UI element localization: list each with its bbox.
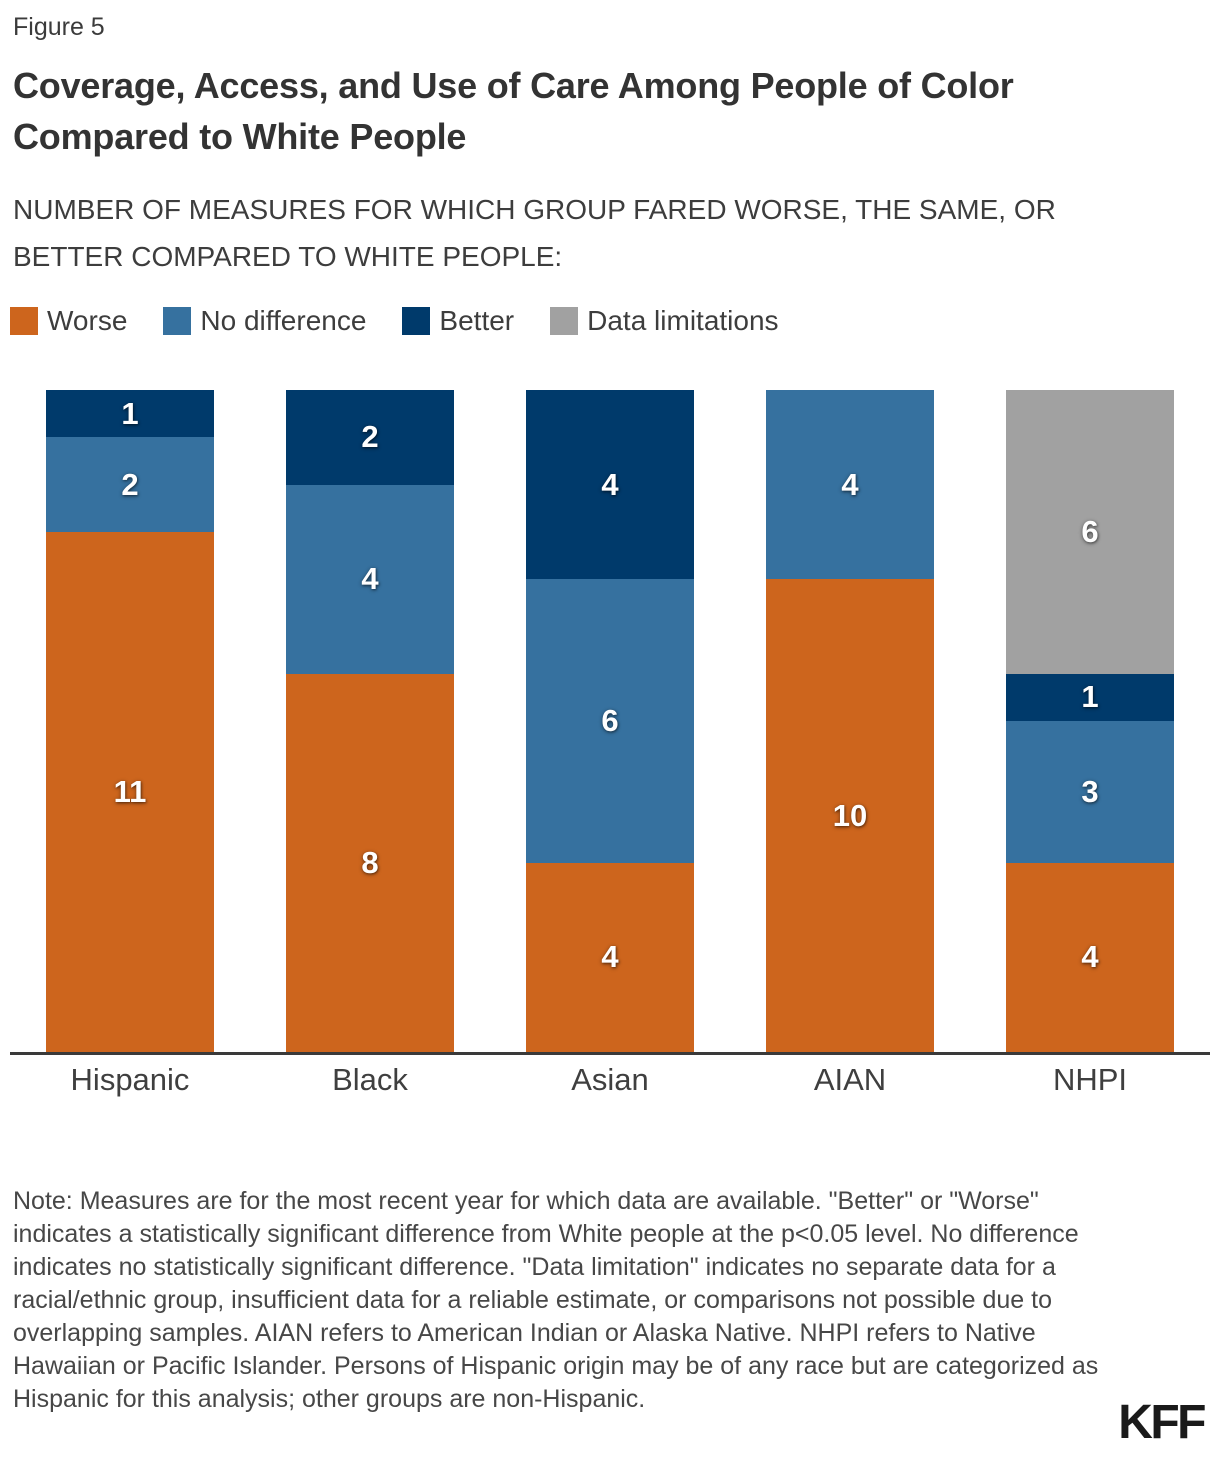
segment-no-difference: 2 [46, 437, 214, 532]
figure-label: Figure 5 [13, 13, 105, 41]
stacked-bar-hispanic: 1 2 11 [46, 390, 214, 1052]
note-text: Note: Measures are for the most recent y… [13, 1187, 1099, 1413]
legend-label: Worse [47, 305, 128, 336]
legend-label: Better [439, 305, 515, 336]
segment-worse: 10 [766, 579, 934, 1052]
stacked-bar-chart: 1 2 11 2 4 8 4 6 4 4 10 6 1 3 4 [10, 390, 1210, 1055]
segment-no-difference: 6 [526, 579, 694, 863]
segment-worse: 4 [526, 862, 694, 1052]
legend-swatch-no_difference [163, 307, 192, 335]
segment-worse: 8 [286, 673, 454, 1052]
legend-item-no_difference: No difference [163, 305, 366, 337]
legend-item-data_limitations: Data limitations [550, 305, 779, 337]
segment-better: 1 [46, 390, 214, 438]
segment-data-limitations: 6 [1006, 390, 1174, 674]
bar-column-aian: 4 10 [730, 390, 970, 1052]
page-title: Coverage, Access, and Use of Care Among … [13, 65, 1014, 157]
category-label-nhpi: NHPI [1052, 1062, 1128, 1097]
segment-better: 4 [526, 390, 694, 580]
segment-no-difference: 3 [1006, 720, 1174, 863]
category-label-aian: AIAN [813, 1062, 887, 1097]
legend-label: No difference [200, 305, 367, 336]
segment-worse: 4 [1006, 862, 1174, 1052]
segment-no-difference: 4 [766, 390, 934, 580]
category-label-black: Black [332, 1062, 408, 1097]
stacked-bar-aian: 4 10 [766, 390, 934, 1052]
category-label-asian: Asian [571, 1062, 649, 1097]
chart-subtitle: NUMBER OF MEASURES FOR WHICH GROUP FARED… [13, 194, 1056, 272]
segment-better: 2 [286, 390, 454, 485]
legend-swatch-better [402, 307, 431, 335]
legend-swatch-worse [10, 307, 38, 335]
legend-item-better: Better [402, 305, 514, 337]
segment-worse: 11 [46, 531, 214, 1052]
category-labels: Hispanic Black Asian AIAN NHPI [10, 1062, 1210, 1098]
legend-item-worse: Worse [10, 305, 127, 337]
segment-no-difference: 4 [286, 484, 454, 674]
category-label-hispanic: Hispanic [70, 1062, 190, 1097]
legend-label: Data limitations [587, 305, 779, 336]
segment-better: 1 [1006, 673, 1174, 721]
kff-logo: KFF [1118, 1396, 1206, 1449]
legend-swatch-data_limitations [550, 307, 579, 335]
legend: Worse No difference Better Data limitations [10, 305, 815, 337]
bar-column-hispanic: 1 2 11 [10, 390, 250, 1052]
